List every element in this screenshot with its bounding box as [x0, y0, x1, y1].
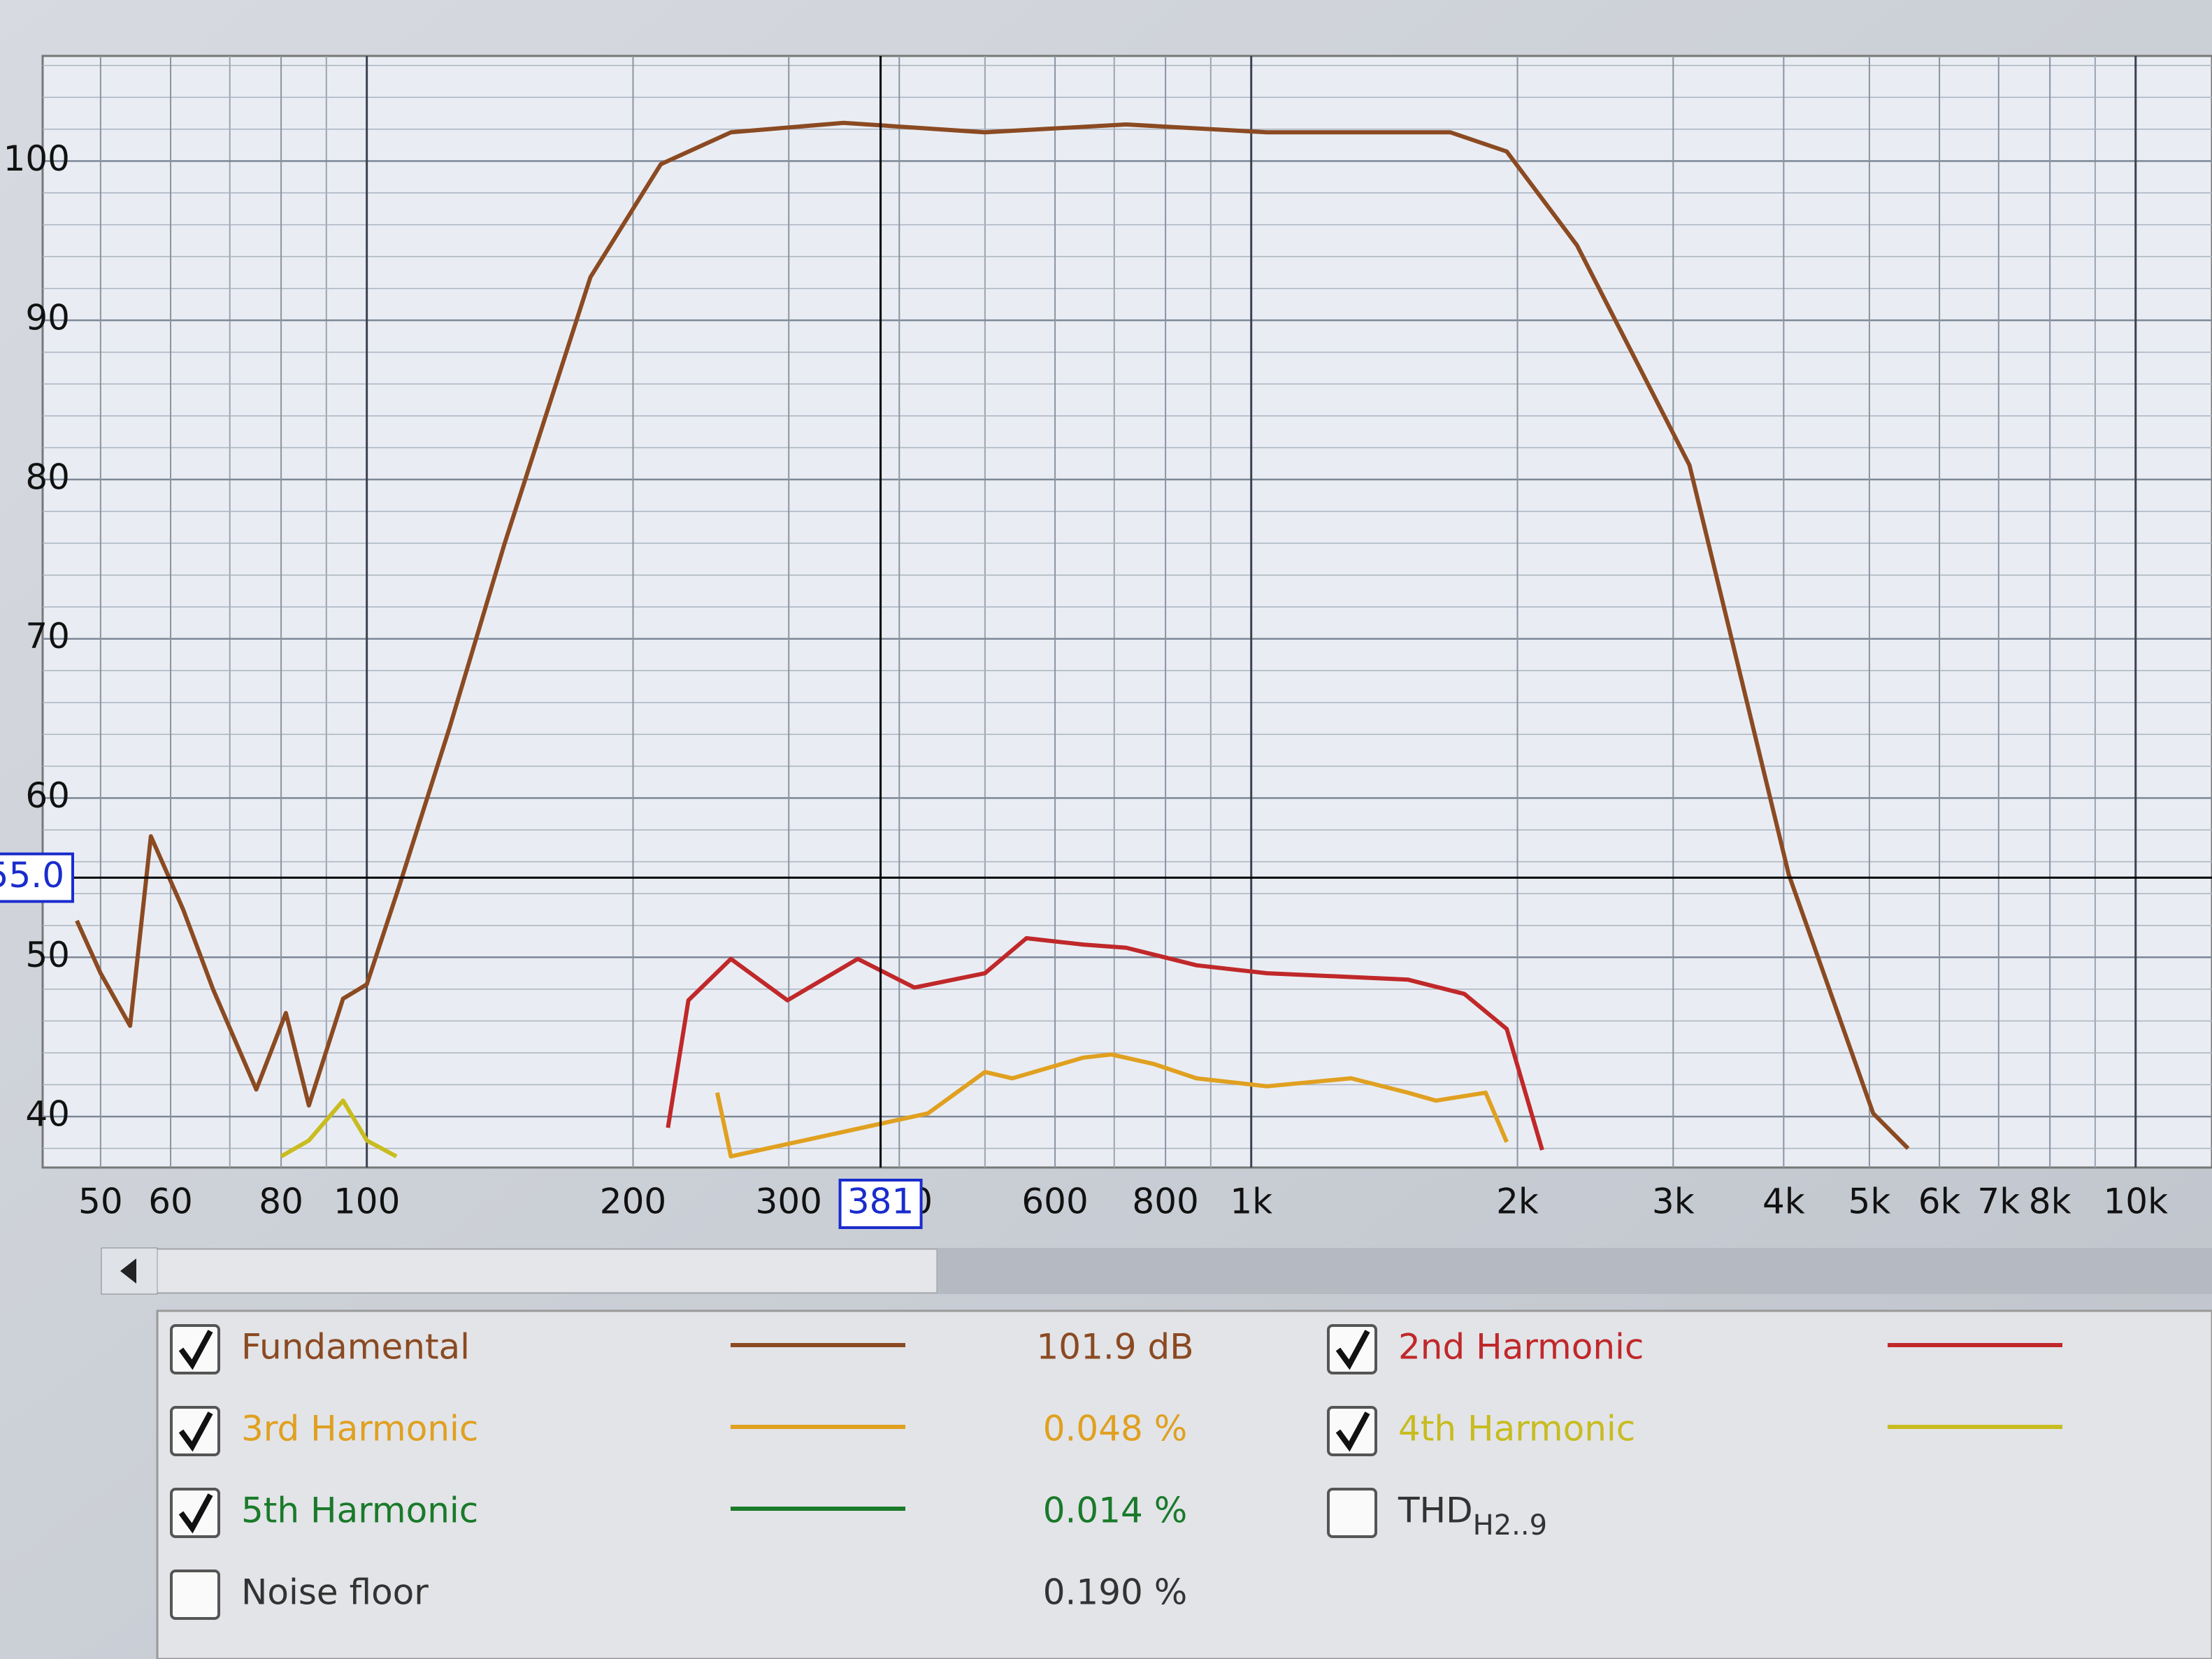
- x-tick-label: 10k: [2103, 1182, 2168, 1222]
- x-tick-label: 600: [1021, 1182, 1088, 1222]
- series-line: [280, 1098, 398, 1158]
- grid: [43, 56, 2212, 1168]
- x-tick-label: 8k: [2029, 1182, 2071, 1222]
- y-tick-label: 40: [25, 1094, 70, 1135]
- series-line: [714, 1052, 1509, 1159]
- x-tick-label: 6k: [1918, 1182, 1961, 1222]
- scroll-left-button[interactable]: [101, 1247, 158, 1295]
- cursor-x-label: 381: [847, 1182, 914, 1222]
- series-line: [666, 936, 1544, 1151]
- x-tick-label: 80: [259, 1182, 303, 1222]
- x-tick-label: 100: [333, 1182, 400, 1222]
- legend-entry: 2nd Harmonic: [1327, 1324, 2062, 1374]
- legend-readout: 0.014 %: [1043, 1491, 1188, 1531]
- legend-entry: 4th Harmonic: [1327, 1406, 2062, 1456]
- legend-label: 2nd Harmonic: [1398, 1327, 1644, 1367]
- cursor-y-label: 55.0: [0, 855, 64, 896]
- check-mark: [1335, 1330, 1370, 1370]
- y-tick-label: 100: [3, 138, 70, 179]
- x-tick-label: 300: [756, 1182, 822, 1222]
- checkbox[interactable]: [1327, 1488, 1377, 1538]
- legend-label: Fundamental: [241, 1327, 470, 1367]
- x-tick-label: 2k: [1496, 1182, 1539, 1222]
- x-tick-label: 200: [600, 1182, 666, 1222]
- check-mark: [178, 1493, 213, 1534]
- legend-label: 4th Harmonic: [1398, 1409, 1635, 1449]
- check-mark: [178, 1412, 213, 1452]
- x-tick-label: 1k: [1230, 1182, 1272, 1222]
- legend-entry: Noise floor 0.190 %: [170, 1570, 1188, 1620]
- y-tick-label: 90: [25, 298, 70, 338]
- x-tick-label: 800: [1132, 1182, 1198, 1222]
- x-tick-label: 4k: [1762, 1182, 1805, 1222]
- checkbox[interactable]: [170, 1570, 220, 1620]
- x-tick-label: 50: [78, 1182, 123, 1222]
- arrow-icon: [120, 1258, 136, 1284]
- x-tick-label: 3k: [1652, 1182, 1695, 1222]
- legend-readout: 101.9 dB: [1036, 1327, 1193, 1367]
- legend-entry: Fundamental 101.9 dB: [170, 1324, 1194, 1374]
- x-tick-label: 60: [148, 1182, 193, 1222]
- x-tick-label: 5k: [1848, 1182, 1891, 1222]
- legend-label: 3rd Harmonic: [241, 1409, 478, 1449]
- y-tick-label: 50: [25, 935, 70, 975]
- legend-readout: 0.048 %: [1043, 1409, 1188, 1449]
- legend-entry: 3rd Harmonic 0.048 %: [170, 1406, 1188, 1456]
- y-tick-label: 70: [25, 616, 70, 656]
- check-mark: [1335, 1412, 1370, 1452]
- series-line: [75, 120, 1910, 1150]
- check-mark: [178, 1330, 213, 1370]
- legend-label: Noise floor: [241, 1572, 429, 1613]
- legend-entry: 5th Harmonic 0.014 %: [170, 1488, 1188, 1538]
- legend-panel: [156, 1309, 2212, 1659]
- cursor-label-box: [0, 852, 74, 903]
- legend-label: 5th Harmonic: [241, 1491, 478, 1531]
- scroll-thumb[interactable]: [157, 1249, 938, 1293]
- legend-readout: 0.190 %: [1043, 1572, 1188, 1613]
- cursor-label-box: [838, 1179, 923, 1229]
- legend-subscript: H2..9: [1473, 1509, 1547, 1542]
- y-tick-label: 60: [25, 775, 70, 816]
- plot-area: [41, 55, 2212, 1169]
- y-tick-label: 80: [25, 457, 70, 497]
- x-tick-label: 7k: [1977, 1182, 2020, 1222]
